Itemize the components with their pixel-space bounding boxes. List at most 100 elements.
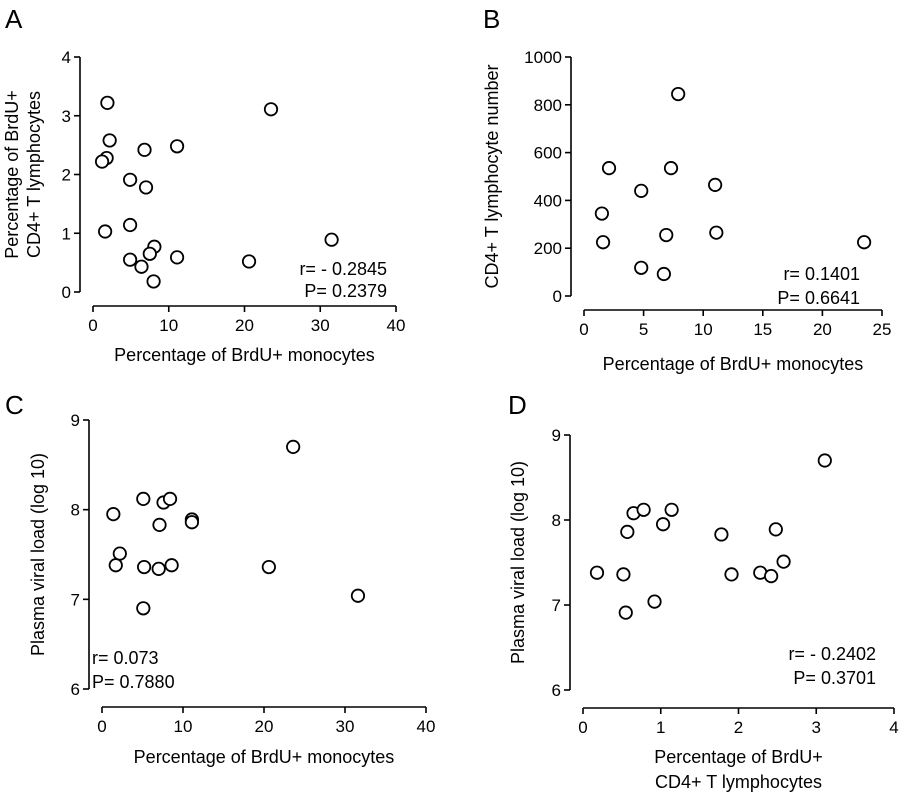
panel-c-data-point (164, 558, 179, 573)
panel-d-data-point (664, 502, 679, 517)
panel-d-data-point (616, 567, 631, 582)
panel-c-x-tick-label: 30 (336, 717, 355, 736)
panel-c-data-point (136, 601, 151, 616)
panel-a-y-tick-label: 1 (62, 224, 71, 243)
panel-b-x-axis-label: Percentage of BrdU+ monocytes (603, 354, 864, 374)
panel-a-x-tick-label: 10 (159, 316, 178, 335)
panel-b-y-tick-label: 1000 (524, 48, 562, 67)
panel-a-data-point (123, 252, 138, 267)
panel-d-data-point (776, 554, 791, 569)
panel-b-y-tick-label: 600 (534, 144, 562, 163)
panel-d-data-point (647, 594, 662, 609)
panel-a-x-tick-label: 20 (235, 316, 254, 335)
panel-b-y-tick-label: 200 (534, 239, 562, 258)
panel-d-x-axis-label: CD4+ T lymphocytes (655, 772, 822, 792)
panel-a-data-point (94, 154, 110, 169)
panel-a-data-point (142, 246, 157, 261)
panel-a-data-point (241, 254, 257, 269)
panel-d-x-axis-label: Percentage of BrdU+ (654, 747, 823, 767)
panel-b-x-tick-label: 5 (639, 320, 648, 339)
panel-b-stats-annotation: r= 0.1401 (783, 264, 860, 284)
panel-b-x-tick-label: 15 (753, 320, 772, 339)
panel-a-y-tick-label: 2 (62, 166, 71, 185)
panel-b-x-tick-label: 0 (579, 320, 588, 339)
panel-a-data-point (146, 274, 161, 289)
panel-b-x-tick-label: 20 (813, 320, 832, 339)
panel-d-data-point (618, 605, 633, 620)
panel-c-data-point (106, 507, 121, 522)
panel-a-data-point (102, 133, 117, 148)
panel-b-data-point (663, 161, 679, 176)
panel-c-data-point (261, 559, 276, 575)
panel-b-y-axis-label: CD4+ T lymphocyte number (482, 65, 502, 289)
panel-a-x-axis-label: Percentage of BrdU+ monocytes (114, 345, 375, 365)
panel-d-x-tick-label: 3 (812, 718, 821, 737)
panel-a-data-point (98, 224, 113, 239)
panel-a-data-point (169, 139, 185, 154)
panel-d-data-point (655, 517, 671, 532)
panel-d-data-point (768, 522, 783, 537)
panel-d-data-point (724, 567, 739, 582)
panel-a-y-tick-label: 3 (62, 107, 71, 126)
panel-a-x-tick-label: 0 (88, 316, 97, 335)
panel-b-data-point (708, 177, 723, 192)
panel-b-data-point (709, 225, 724, 240)
panel-b-x-tick-label: 25 (873, 320, 892, 339)
panel-a-y-axis-label: CD4+ T lymphocytes (24, 91, 44, 258)
panel-a-stats-annotation: P= 0.2379 (304, 281, 387, 301)
panel-c: C 6 7 8 9 0 10 20 30 40 Plasma viral load (log 10… (5, 390, 435, 767)
panel-b-data-point (857, 235, 872, 250)
panel-b-y-tick-label: 800 (534, 96, 562, 115)
panel-b-x-tick-label: 10 (694, 320, 713, 339)
panel-d-y-axis-label: Plasma viral load (log 10) (508, 461, 528, 664)
panel-a-x-tick-label: 30 (311, 316, 330, 335)
panel-b-y-tick-label: 400 (534, 191, 562, 210)
panel-a-data-point (123, 172, 138, 187)
panel-b-data-point (671, 86, 686, 102)
panel-a-data-point (138, 180, 154, 195)
panel-c-data-point (112, 546, 127, 561)
panel-a-data-point (324, 232, 339, 247)
panel-b-data-point (594, 206, 609, 221)
panel-c-data-point (136, 491, 151, 507)
panel-b-data-point (659, 227, 674, 243)
panel-d: D 6 7 8 9 0 1 2 3 4 Plasma viral load (log 10) Per… (508, 390, 899, 792)
panel-c-y-axis-label: Plasma viral load (log 10) (28, 453, 48, 656)
panel-c-data-point (162, 491, 178, 507)
panel-d-data-point (620, 524, 635, 540)
panel-c-x-axis-label: Percentage of BrdU+ monocytes (134, 747, 395, 767)
panel-c-stats-annotation: r= 0.073 (92, 648, 159, 668)
panel-b-letter: B (483, 4, 500, 34)
panel-c-y-tick-label: 9 (71, 411, 80, 430)
panel-b-data-point (595, 235, 611, 250)
panel-a-x-tick-label: 40 (387, 316, 406, 335)
panel-a-data-point (123, 217, 138, 233)
panel-c-stats-annotation: P= 0.7880 (92, 672, 175, 692)
panel-d-y-tick-label: 8 (552, 511, 561, 530)
panel-d-data-point (636, 502, 651, 517)
panel-c-data-point (151, 561, 166, 576)
panel-b-y-tick-label: 0 (553, 287, 562, 306)
panel-a-data-point (263, 102, 279, 117)
panel-d-x-tick-label: 1 (656, 718, 665, 737)
panel-d-x-tick-label: 0 (578, 718, 587, 737)
panel-d-y-tick-label: 6 (552, 681, 561, 700)
panel-a-data-point (100, 95, 115, 110)
panel-b: B 0 200 400 600 800 1000 0 5 10 15 20 25 CD4+ T lymp… (482, 4, 891, 374)
panel-c-y-tick-label: 6 (71, 680, 80, 699)
panel-a-y-axis-label: Percentage of BrdU+ (2, 90, 22, 259)
panel-a-data-point (134, 259, 149, 274)
panel-d-stats-annotation: r= - 0.2402 (788, 644, 876, 664)
panel-d-y-tick-label: 9 (552, 426, 561, 445)
panel-c-data-point (350, 588, 366, 603)
panel-d-letter: D (508, 390, 527, 420)
panel-d-data-point (714, 527, 729, 542)
panel-c-x-tick-label: 10 (174, 717, 193, 736)
panel-c-data-point (152, 517, 167, 533)
panel-d-x-tick-label: 2 (734, 718, 743, 737)
panel-d-stats-annotation: P= 0.3701 (793, 668, 876, 688)
panel-a-y-tick-label: 4 (62, 48, 71, 67)
panel-c-data-point (137, 559, 152, 575)
panel-d-data-point (589, 565, 605, 580)
